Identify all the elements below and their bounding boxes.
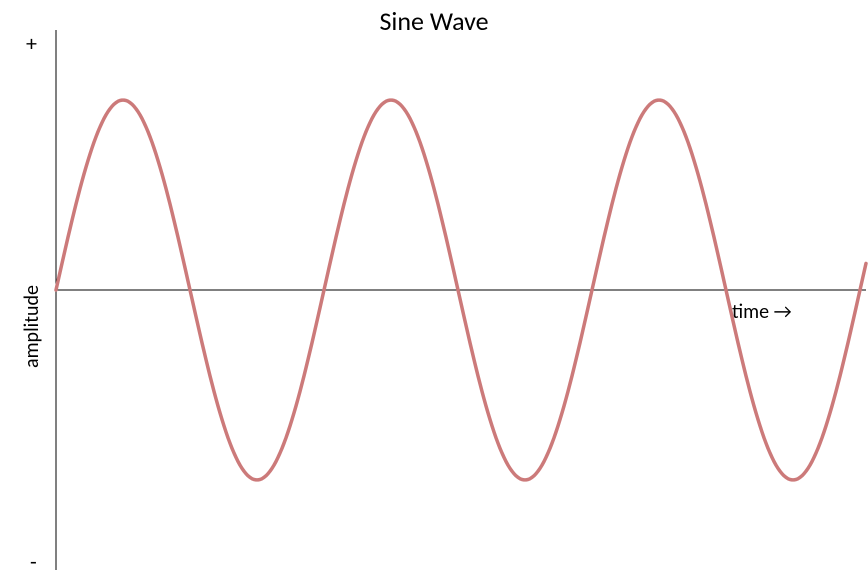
y-axis-plus-label: +	[26, 30, 37, 57]
chart-stage: Sine Wave + - amplitude time →	[0, 0, 868, 576]
y-axis-minus-label: -	[30, 548, 37, 575]
x-axis-label: time →	[732, 300, 792, 324]
chart-svg	[0, 0, 868, 576]
y-axis-label: amplitude	[20, 285, 44, 368]
chart-title: Sine Wave	[0, 5, 868, 37]
